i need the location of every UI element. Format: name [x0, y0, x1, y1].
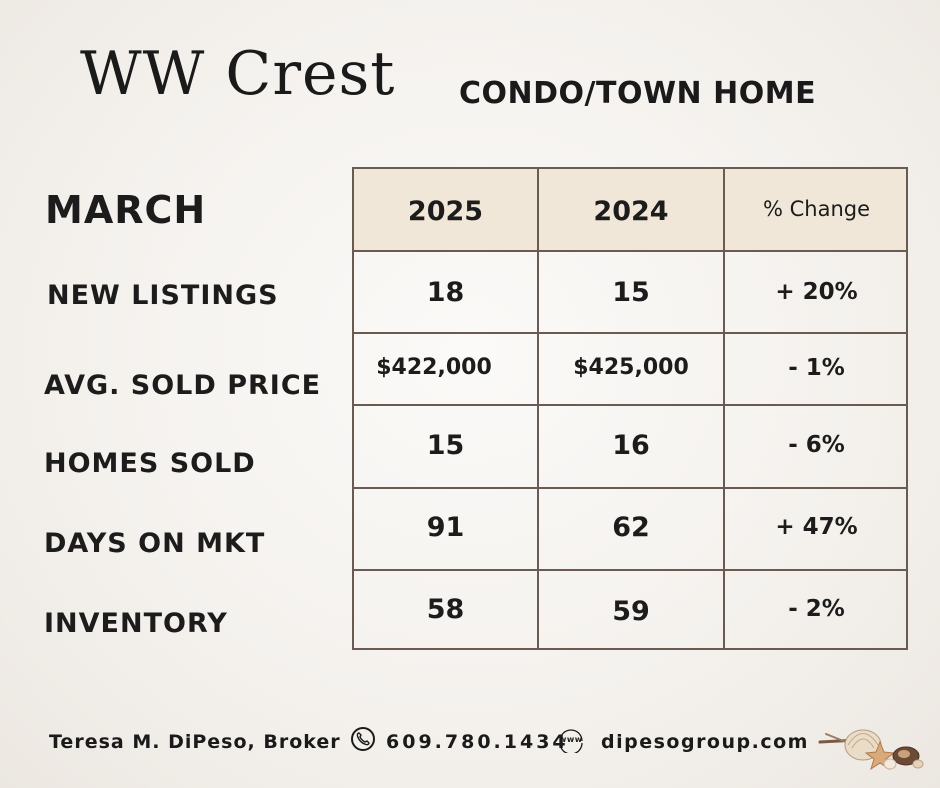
cell-homes-sold-change: - 6% [788, 432, 845, 458]
column-header-2025: 2025 [407, 196, 484, 227]
cell-avg-sold-price-change: - 1% [788, 355, 845, 381]
row-label-new-listings: NEW LISTINGS [47, 280, 279, 311]
period-label: MARCH [45, 188, 207, 232]
cell-homes-sold-2024: 16 [612, 430, 650, 461]
column-header-change: % Change [762, 197, 871, 221]
row-divider [354, 250, 906, 252]
table-header-row [354, 169, 906, 251]
cell-avg-sold-price-2025: $422,000 [376, 355, 492, 380]
row-label-days-on-mkt: DAYS ON MKT [44, 528, 266, 559]
cell-days-on-mkt-change: + 47% [775, 514, 858, 540]
column-divider [723, 169, 725, 648]
cell-new-listings-change: + 20% [775, 279, 858, 305]
cell-avg-sold-price-2024: $425,000 [573, 355, 689, 380]
column-divider [537, 169, 539, 648]
row-label-avg-sold-price: AVG. SOLD PRICE [44, 370, 322, 401]
row-label-homes-sold: HOMES SOLD [44, 448, 256, 479]
www-label: www [559, 735, 583, 744]
cell-inventory-2024: 59 [612, 596, 650, 627]
cell-days-on-mkt-2024: 62 [612, 512, 650, 543]
cell-inventory-change: - 2% [788, 596, 845, 622]
phone-number[interactable]: 609.780.1434 [386, 731, 569, 753]
row-divider [354, 569, 906, 571]
stats-table: 2025 2024 % Change 18 15 + 20% $422,000 … [352, 167, 908, 650]
cell-homes-sold-2025: 15 [426, 430, 465, 461]
row-label-inventory: INVENTORY [44, 608, 228, 639]
row-divider [354, 332, 906, 334]
page-subtitle: CONDO/TOWN HOME [459, 76, 817, 111]
cell-new-listings-2025: 18 [426, 277, 465, 308]
globe-www-icon: www [557, 729, 585, 755]
phone-icon [351, 727, 375, 751]
row-divider [354, 487, 906, 489]
cell-new-listings-2024: 15 [612, 277, 650, 308]
cell-inventory-2025: 58 [426, 594, 465, 625]
cell-days-on-mkt-2025: 91 [426, 512, 465, 543]
row-divider [354, 404, 906, 406]
page-title: WW Crest [80, 39, 396, 109]
seashells-icon [818, 729, 924, 771]
column-header-2024: 2024 [593, 196, 669, 227]
website-link[interactable]: dipesogroup.com [601, 731, 809, 753]
agent-name: Teresa M. DiPeso, Broker [49, 731, 341, 753]
